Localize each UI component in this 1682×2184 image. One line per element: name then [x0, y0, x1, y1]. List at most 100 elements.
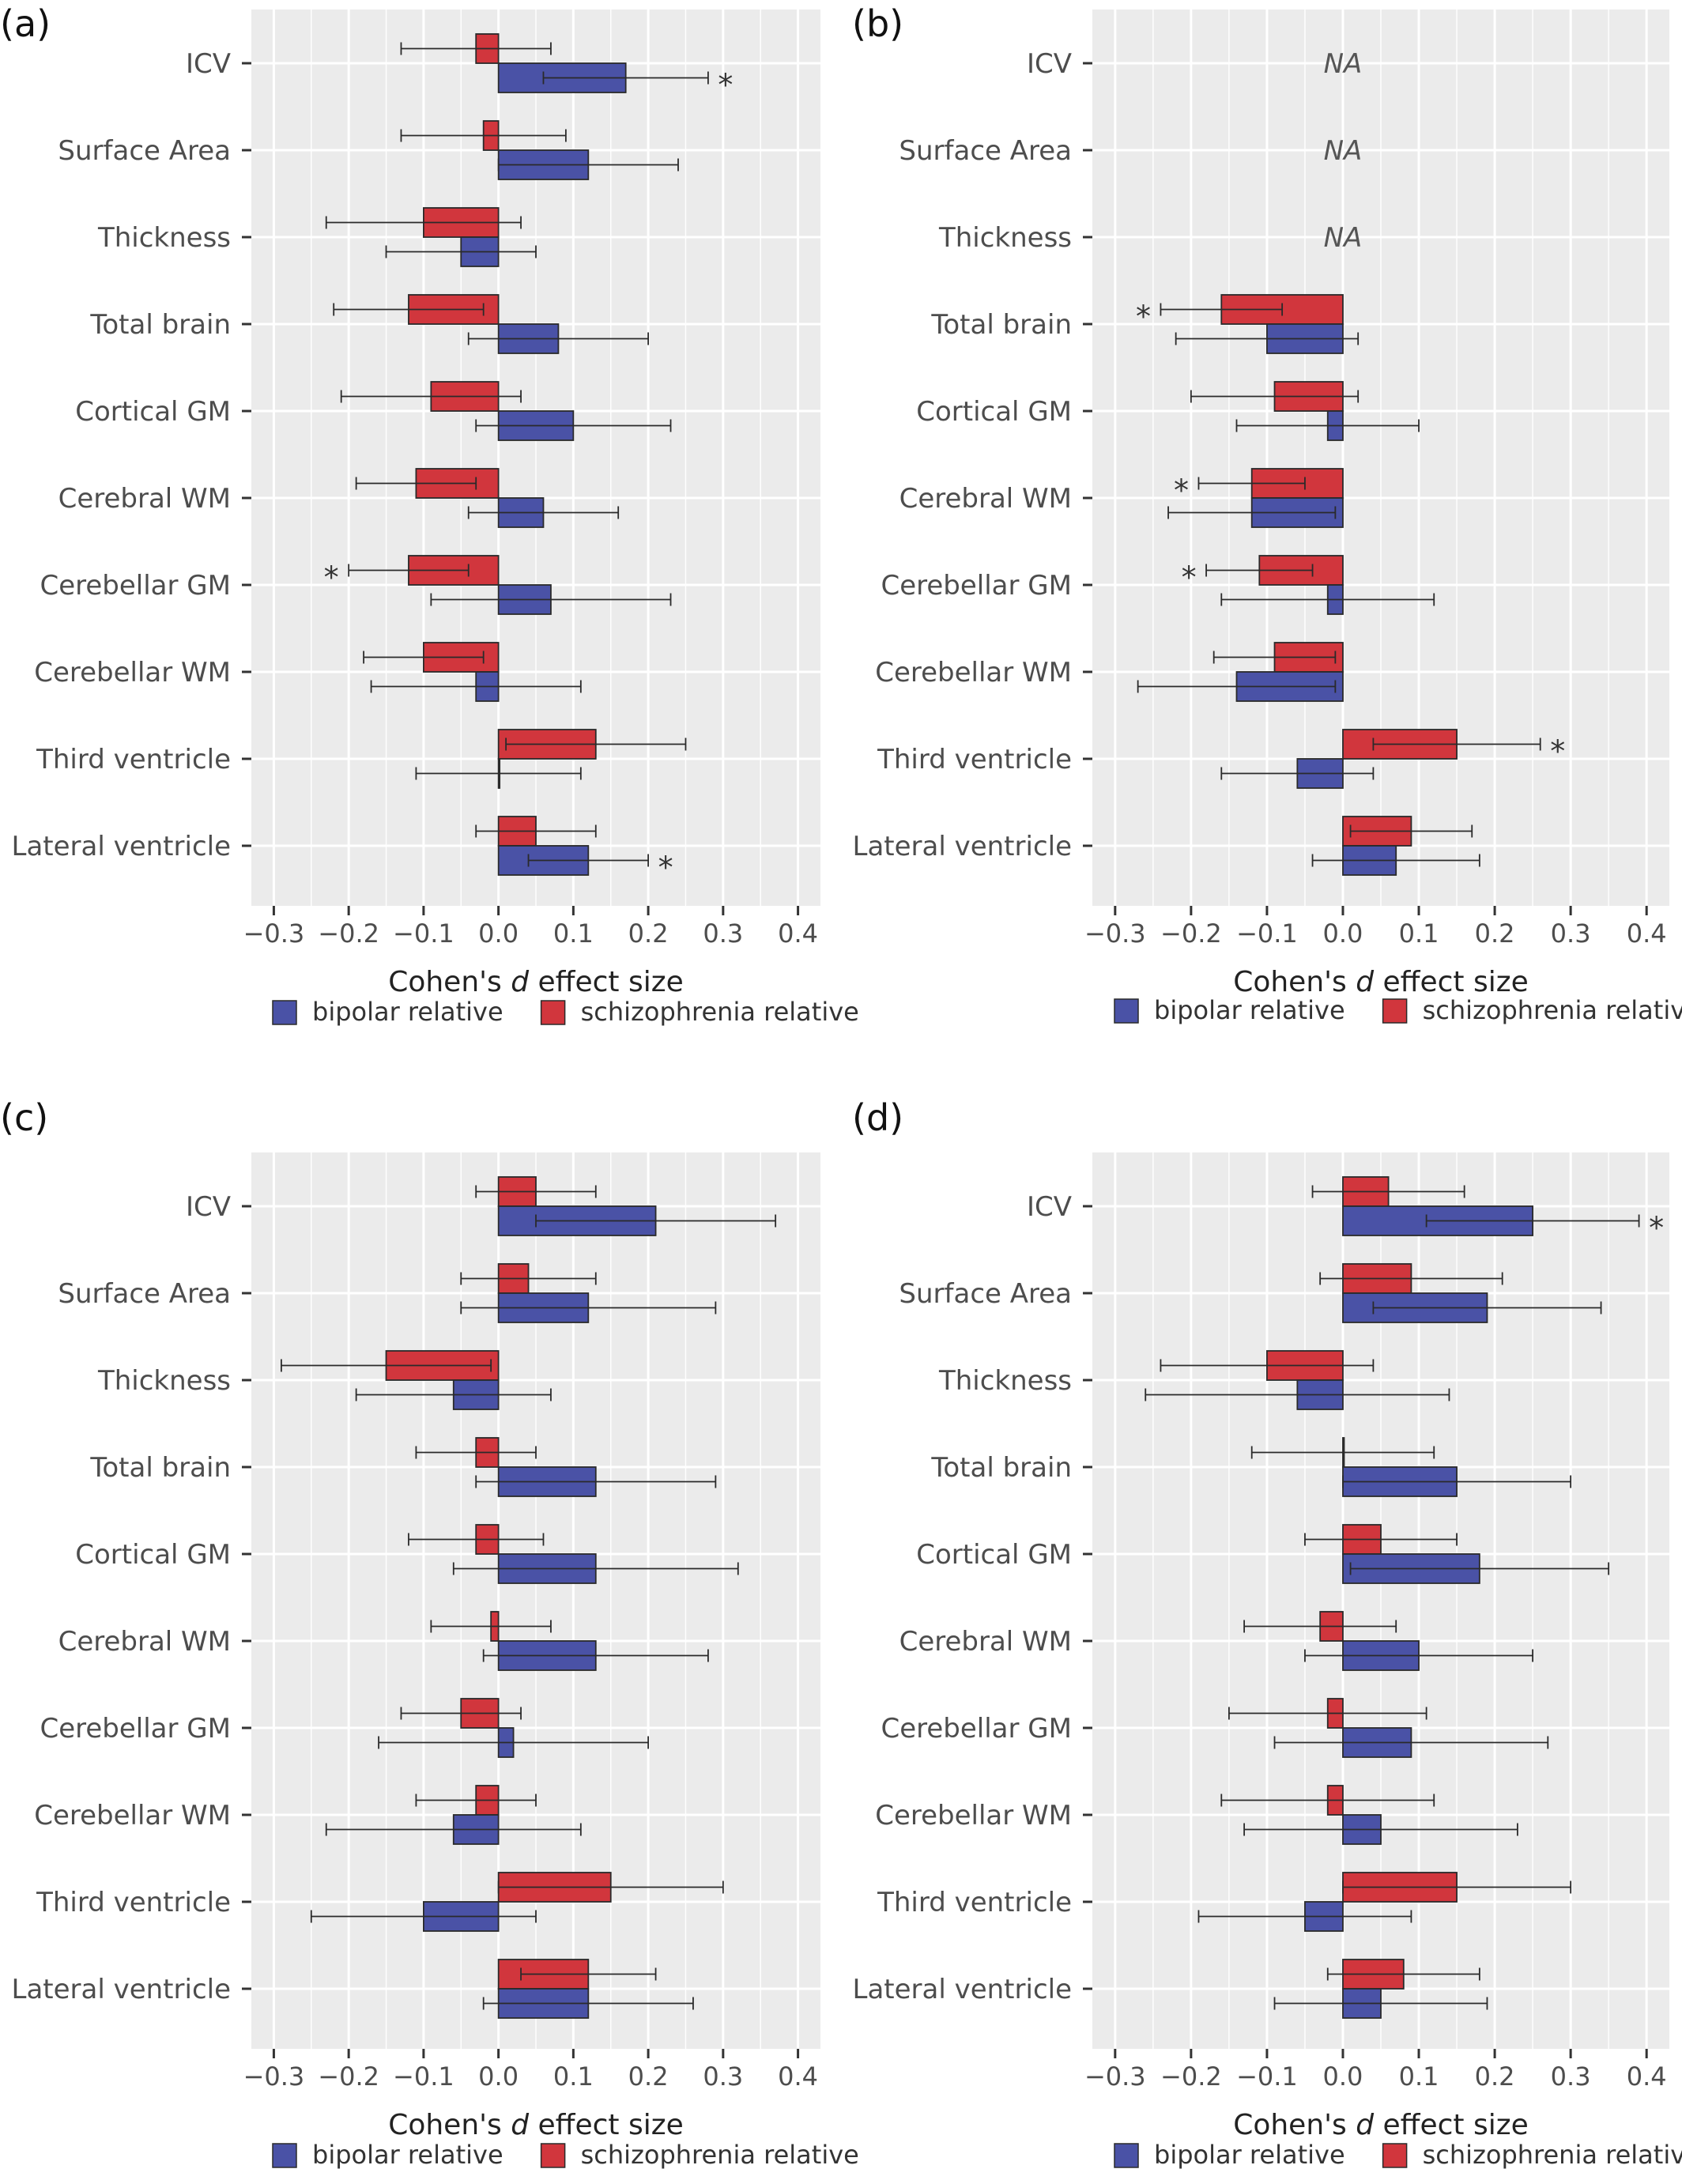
y-tick-label: Cortical GM	[916, 1539, 1072, 1571]
y-tick-label: Lateral ventricle	[12, 1974, 232, 2005]
legend-swatch-bipolar	[272, 2143, 297, 2168]
x-tick-label: 0.3	[703, 918, 743, 949]
y-tick-label: Total brain	[89, 309, 231, 341]
x-tick-label: 0.2	[628, 2061, 669, 2092]
significance-marker: *	[324, 560, 339, 595]
x-tick-label: 0.4	[778, 2061, 818, 2092]
y-tick-label: Lateral ventricle	[853, 831, 1073, 862]
x-tick-label: −0.3	[1084, 918, 1146, 949]
x-tick-label: 0.0	[478, 918, 519, 949]
x-axis-title: Cohen's d effect size	[388, 2109, 684, 2141]
x-tick-label: 0.0	[1323, 2061, 1363, 2092]
legend-swatch-bipolar	[1114, 2143, 1139, 2168]
y-tick-label: Surface Area	[899, 1278, 1072, 1310]
panel-b: * * * * NA NA NA ICV Surface Area Thickness Total …	[852, 2, 1682, 1025]
x-tick-label: −0.1	[393, 918, 454, 949]
x-tick-label: −0.1	[1236, 918, 1298, 949]
y-tick-label: Thickness	[938, 1365, 1072, 1397]
x-tick-label: 0.2	[628, 918, 669, 949]
y-tick-label: Total brain	[930, 309, 1072, 341]
x-tick-label: −0.2	[1160, 918, 1222, 949]
y-tick-label: Cerebellar GM	[40, 570, 231, 602]
panel-label: (b)	[852, 2, 903, 45]
y-tick-label: Thickness	[938, 222, 1072, 254]
x-tick-label: −0.1	[393, 2061, 454, 2092]
significance-marker: *	[1136, 300, 1151, 334]
y-tick-label: ICV	[186, 1191, 231, 1223]
legend-label-bipolar: bipolar relative	[312, 2140, 503, 2170]
legend-swatch-bipolar	[272, 1000, 297, 1025]
legend-label-schizophrenia: schizophrenia relative	[581, 2140, 859, 2170]
y-tick-label: Third ventricle	[877, 744, 1072, 775]
legend-label-schizophrenia: schizophrenia relative	[581, 997, 859, 1027]
x-tick-label: 0.1	[553, 2061, 594, 2092]
x-tick-label: 0.3	[1551, 918, 1591, 949]
significance-marker: *	[658, 851, 673, 885]
x-tick-label: 0.1	[1399, 918, 1439, 949]
y-tick-label: Third ventricle	[36, 744, 231, 775]
legend-label-bipolar: bipolar relative	[312, 997, 503, 1027]
significance-marker: *	[1649, 1211, 1664, 1246]
y-tick-label: Third ventricle	[36, 1887, 231, 1918]
legend-label-schizophrenia: schizophrenia relative	[1423, 2140, 1682, 2170]
y-tick-label: Thickness	[97, 1365, 231, 1397]
y-tick-label: Cortical GM	[75, 396, 231, 428]
y-tick-label: Cortical GM	[916, 396, 1072, 428]
legend-swatch-bipolar	[1114, 998, 1139, 1024]
x-tick-label: 0.1	[553, 918, 594, 949]
y-tick-label: ICV	[1027, 1191, 1072, 1223]
legend-swatch-schizophrenia	[540, 2143, 566, 2168]
y-tick-label: ICV	[1027, 48, 1072, 80]
y-tick-label: Third ventricle	[877, 1887, 1072, 1918]
panel-label: (c)	[0, 1096, 48, 1139]
legend-swatch-schizophrenia	[1382, 2143, 1408, 2168]
x-tick-label: −0.2	[318, 918, 379, 949]
y-tick-label: Cerebellar WM	[875, 657, 1072, 688]
y-tick-label: Cortical GM	[75, 1539, 231, 1571]
y-tick-label: Cerebellar GM	[881, 570, 1072, 602]
y-tick-label: Cerebellar WM	[34, 1800, 231, 1831]
x-axis-title: Cohen's d effect size	[1233, 2109, 1529, 2141]
x-tick-label: 0.4	[778, 918, 818, 949]
x-tick-label: −0.3	[243, 918, 305, 949]
significance-marker: *	[1174, 473, 1189, 508]
na-label: NA	[1324, 48, 1363, 80]
panel-a: * * * ICV Surface Area Thickness Total brain Co…	[0, 2, 859, 1027]
x-tick-label: 0.3	[1551, 2061, 1591, 2092]
x-tick-label: 0.4	[1627, 2061, 1667, 2092]
na-label: NA	[1324, 222, 1363, 254]
x-tick-label: −0.2	[318, 2061, 379, 2092]
x-tick-label: 0.2	[1475, 2061, 1515, 2092]
x-tick-label: 0.4	[1627, 918, 1667, 949]
y-tick-label: Cerebellar WM	[875, 1800, 1072, 1831]
y-tick-label: Surface Area	[58, 135, 231, 167]
significance-marker: *	[1550, 734, 1565, 769]
y-tick-label: Total brain	[930, 1452, 1072, 1484]
x-tick-label: −0.1	[1236, 2061, 1298, 2092]
y-tick-label: Lateral ventricle	[853, 1974, 1073, 2005]
x-axis-title: Cohen's d effect size	[1233, 966, 1529, 998]
x-tick-label: 0.3	[703, 2061, 743, 2092]
y-tick-label: Cerebellar WM	[34, 657, 231, 688]
y-tick-label: Cerebral WM	[899, 483, 1072, 515]
x-tick-label: −0.3	[1084, 2061, 1146, 2092]
y-tick-label: Cerebral WM	[58, 483, 231, 515]
y-tick-label: Cerebral WM	[899, 1626, 1072, 1658]
y-tick-label: Thickness	[97, 222, 231, 254]
panel-d: * ICV Surface Area Thickness Total brain Cort…	[852, 1096, 1682, 2170]
y-tick-label: Cerebellar GM	[881, 1713, 1072, 1745]
x-axis-title: Cohen's d effect size	[388, 966, 684, 998]
legend-label-schizophrenia: schizophrenia relative	[1423, 995, 1682, 1025]
x-tick-label: −0.3	[243, 2061, 305, 2092]
legend-swatch-schizophrenia	[540, 1000, 566, 1025]
panel-label: (a)	[0, 2, 51, 45]
y-tick-label: Cerebral WM	[58, 1626, 231, 1658]
y-tick-label: Total brain	[89, 1452, 231, 1484]
y-tick-label: ICV	[186, 48, 231, 80]
y-tick-label: Surface Area	[899, 135, 1072, 167]
x-tick-label: 0.0	[478, 2061, 519, 2092]
x-tick-label: −0.2	[1160, 2061, 1222, 2092]
panel-label: (d)	[852, 1096, 903, 1139]
na-label: NA	[1324, 135, 1363, 167]
significance-marker: *	[1182, 560, 1197, 595]
